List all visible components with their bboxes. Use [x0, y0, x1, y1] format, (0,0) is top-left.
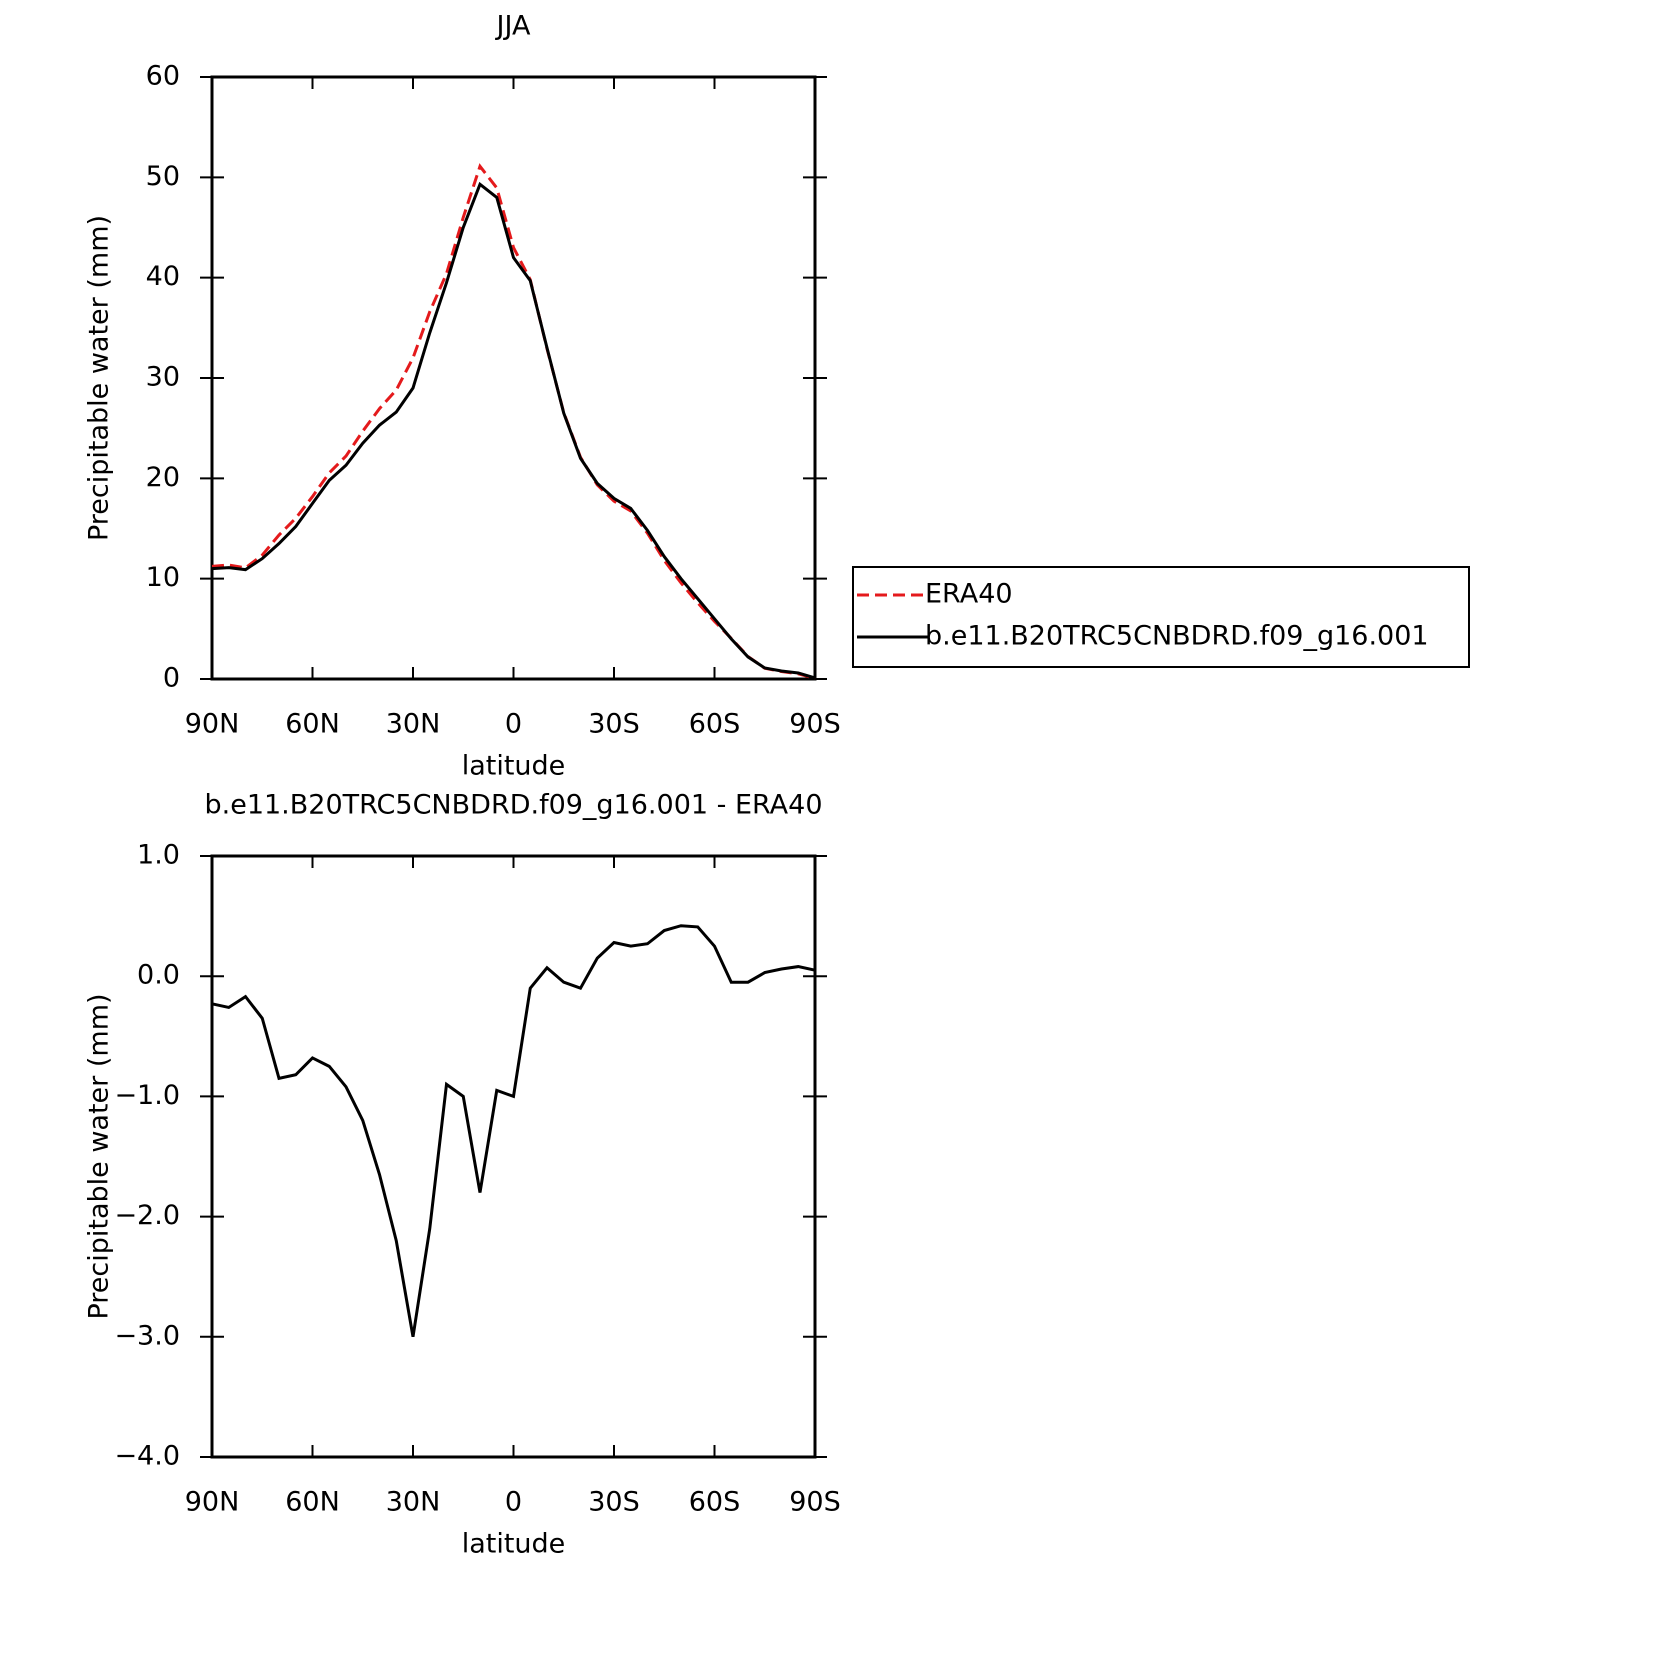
- x-tick-label: 0: [505, 709, 522, 740]
- x-tick-label: 60S: [689, 1487, 741, 1518]
- y-tick-label: −1.0: [114, 1080, 180, 1111]
- data-line: [211, 924, 816, 1338]
- legend-label: ERA40: [925, 579, 1013, 610]
- y-tick-label: 60: [146, 61, 180, 92]
- y-tick-label: −4.0: [114, 1441, 180, 1472]
- legend-box: [852, 566, 1470, 668]
- chart-title: b.e11.B20TRC5CNBDRD.f09_g16.001 - ERA40: [204, 790, 822, 821]
- x-axis-label: latitude: [462, 751, 566, 782]
- x-tick-label: 60N: [285, 1487, 340, 1518]
- y-tick-label: 40: [146, 261, 180, 292]
- y-axis-label: Precipitable water (mm): [84, 215, 115, 541]
- x-axis-label: latitude: [462, 1529, 566, 1560]
- plot-frame: [210, 854, 817, 1459]
- x-tick-label: 90S: [789, 709, 841, 740]
- x-tick-label: 30S: [588, 709, 640, 740]
- data-line: [211, 181, 816, 680]
- x-tick-label: 60N: [285, 709, 340, 740]
- y-tick-label: −3.0: [114, 1320, 180, 1351]
- y-tick-label: 1.0: [137, 840, 180, 871]
- legend-label: b.e11.B20TRC5CNBDRD.f09_g16.001: [925, 621, 1429, 652]
- plot-frame: [210, 75, 817, 681]
- x-tick-label: 30S: [588, 1487, 640, 1518]
- y-tick-label: 0: [163, 663, 180, 694]
- y-tick-label: 20: [146, 462, 180, 493]
- chart-title: JJA: [495, 11, 531, 42]
- y-tick-label: 10: [146, 562, 180, 593]
- x-tick-label: 30N: [386, 1487, 441, 1518]
- x-tick-label: 90S: [789, 1487, 841, 1518]
- data-line: [211, 163, 816, 680]
- y-tick-label: 0.0: [137, 960, 180, 991]
- y-tick-label: 30: [146, 362, 180, 393]
- y-tick-label: −2.0: [114, 1200, 180, 1231]
- x-tick-label: 30N: [386, 709, 441, 740]
- x-tick-label: 90N: [185, 1487, 240, 1518]
- y-axis-label: Precipitable water (mm): [84, 993, 115, 1319]
- y-tick-label: 50: [146, 161, 180, 192]
- x-tick-label: 90N: [185, 709, 240, 740]
- x-tick-label: 0: [505, 1487, 522, 1518]
- x-tick-label: 60S: [689, 709, 741, 740]
